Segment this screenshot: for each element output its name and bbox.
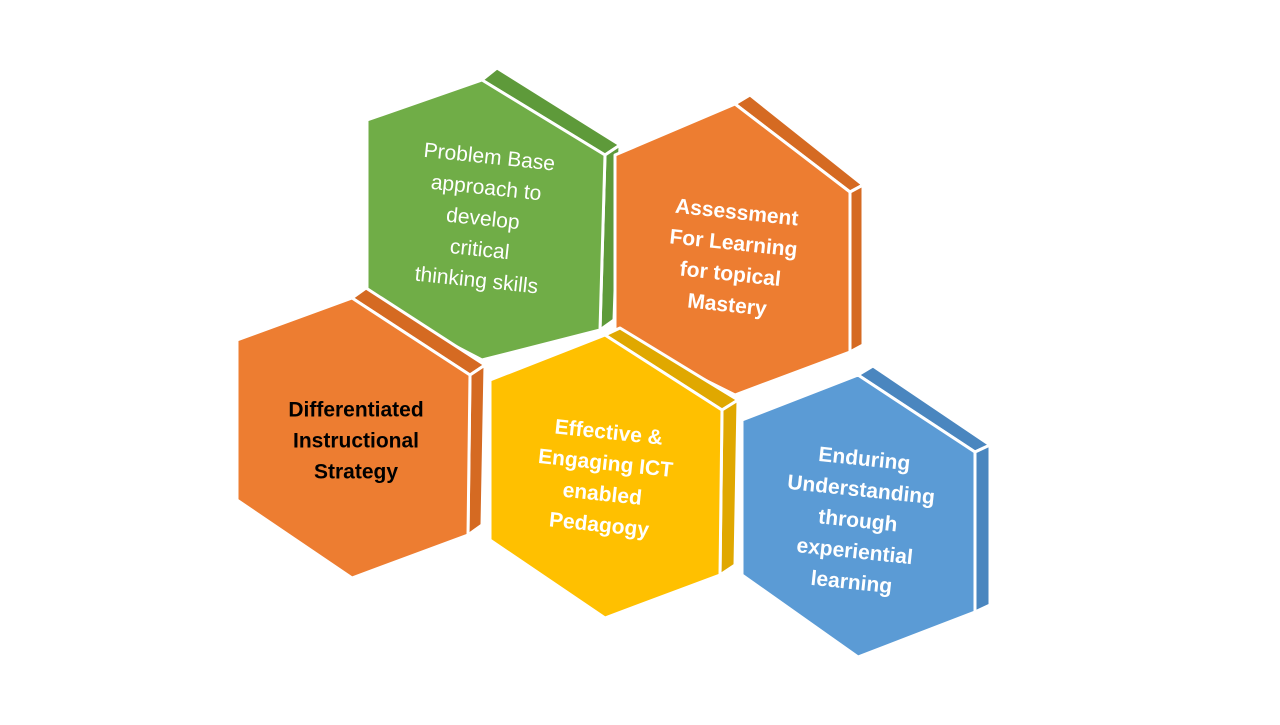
hexagon-enduring: EnduringUnderstandingthroughexperiential…: [740, 364, 992, 659]
hexagon-differentiated-face: [235, 296, 472, 580]
hexagon-differentiated: Differentiated Instructional Strategy: [235, 286, 487, 580]
hexagon-ict-face: [488, 333, 724, 620]
hexagon-differentiated-line-2: Strategy: [314, 460, 398, 483]
hexagon-differentiated-line-0: Differentiated: [288, 398, 423, 421]
hexagon-problem-base-face: [365, 78, 607, 362]
hexagon-differentiated-label: Differentiated Instructional Strategy: [288, 398, 423, 483]
hexagon-enduring-side-right: [973, 443, 992, 614]
hexagon-enduring-face: [740, 373, 977, 659]
hexagon-assessment-face: [613, 102, 852, 397]
hexagon-assessment-side-right: [848, 183, 865, 354]
hexagon-differentiated-line-1: Instructional: [293, 429, 419, 452]
